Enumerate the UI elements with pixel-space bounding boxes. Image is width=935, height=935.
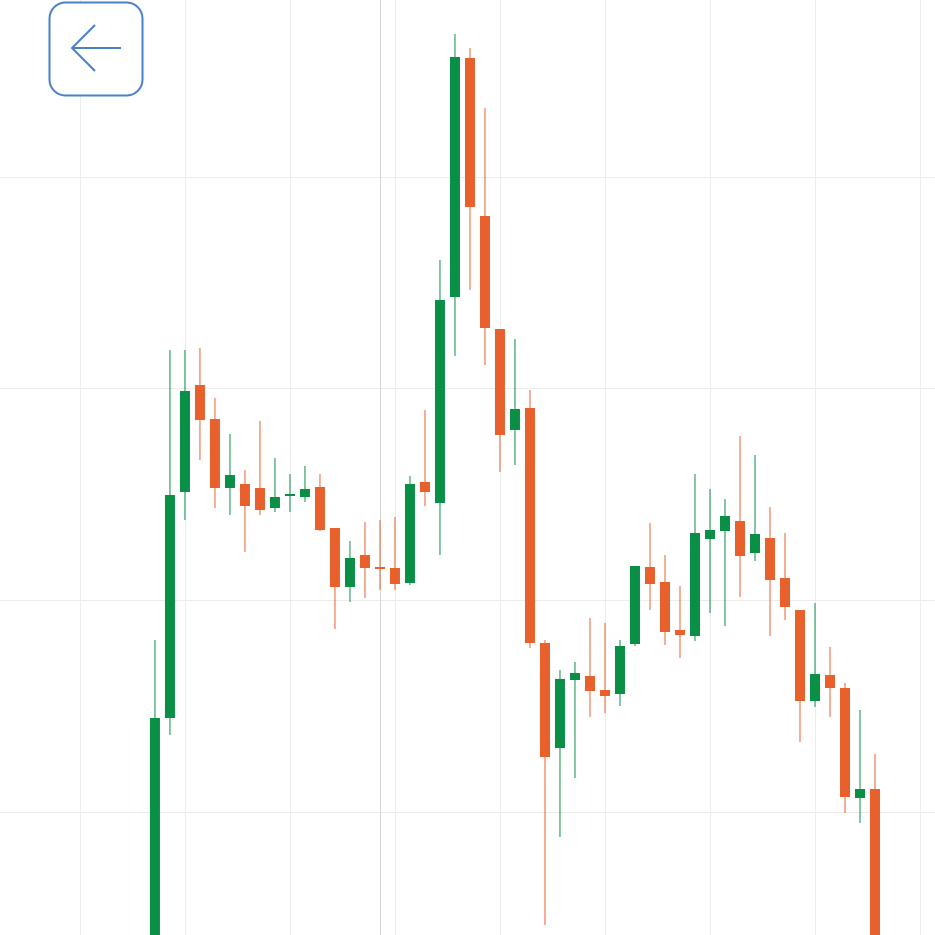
candle-body [749, 534, 760, 553]
candle-body [149, 718, 160, 935]
candle-body [434, 300, 445, 503]
candle-body [854, 789, 865, 798]
candle-body [809, 674, 820, 701]
candle-body [539, 643, 550, 757]
candle-body [314, 487, 325, 530]
candle-body [599, 690, 610, 696]
candle-body [299, 489, 310, 497]
candle-body [824, 675, 835, 688]
candle-body [629, 566, 640, 644]
candle-body [644, 567, 655, 584]
candle-body [419, 482, 430, 492]
candle-body [164, 495, 175, 718]
candle-body [734, 521, 745, 556]
candle-body [569, 673, 580, 680]
candle-body [674, 630, 685, 635]
candle-body [449, 57, 460, 297]
candle-body [284, 494, 295, 496]
candle-body [194, 385, 205, 420]
candle-body [329, 528, 340, 587]
candle-body [764, 538, 775, 580]
candle-body [389, 568, 400, 584]
candle-body [359, 555, 370, 568]
candle-body [719, 516, 730, 531]
candle-body [464, 58, 475, 207]
candle-body [509, 409, 520, 430]
candle-body [779, 578, 790, 607]
back-button[interactable] [48, 1, 144, 97]
candles [149, 34, 880, 935]
candle-body [524, 408, 535, 643]
candle-body [179, 391, 190, 492]
candle-body [254, 488, 265, 510]
candle-body [494, 329, 505, 435]
candle-body [269, 497, 280, 508]
candle-body [614, 646, 625, 694]
candle-body [224, 475, 235, 488]
candle-body [554, 679, 565, 748]
candle-body [794, 610, 805, 701]
candle-body [659, 582, 670, 632]
candle-body [374, 567, 385, 569]
candle-body [209, 419, 220, 488]
candle-body [869, 789, 880, 935]
candle-body [479, 216, 490, 328]
back-arrow [70, 24, 121, 72]
candle-body [704, 530, 715, 539]
candle-body [839, 688, 850, 797]
candle-body [239, 484, 250, 506]
candle-body [404, 484, 415, 583]
candle-body [344, 558, 355, 587]
candle-body [689, 533, 700, 636]
candle-body [584, 676, 595, 691]
